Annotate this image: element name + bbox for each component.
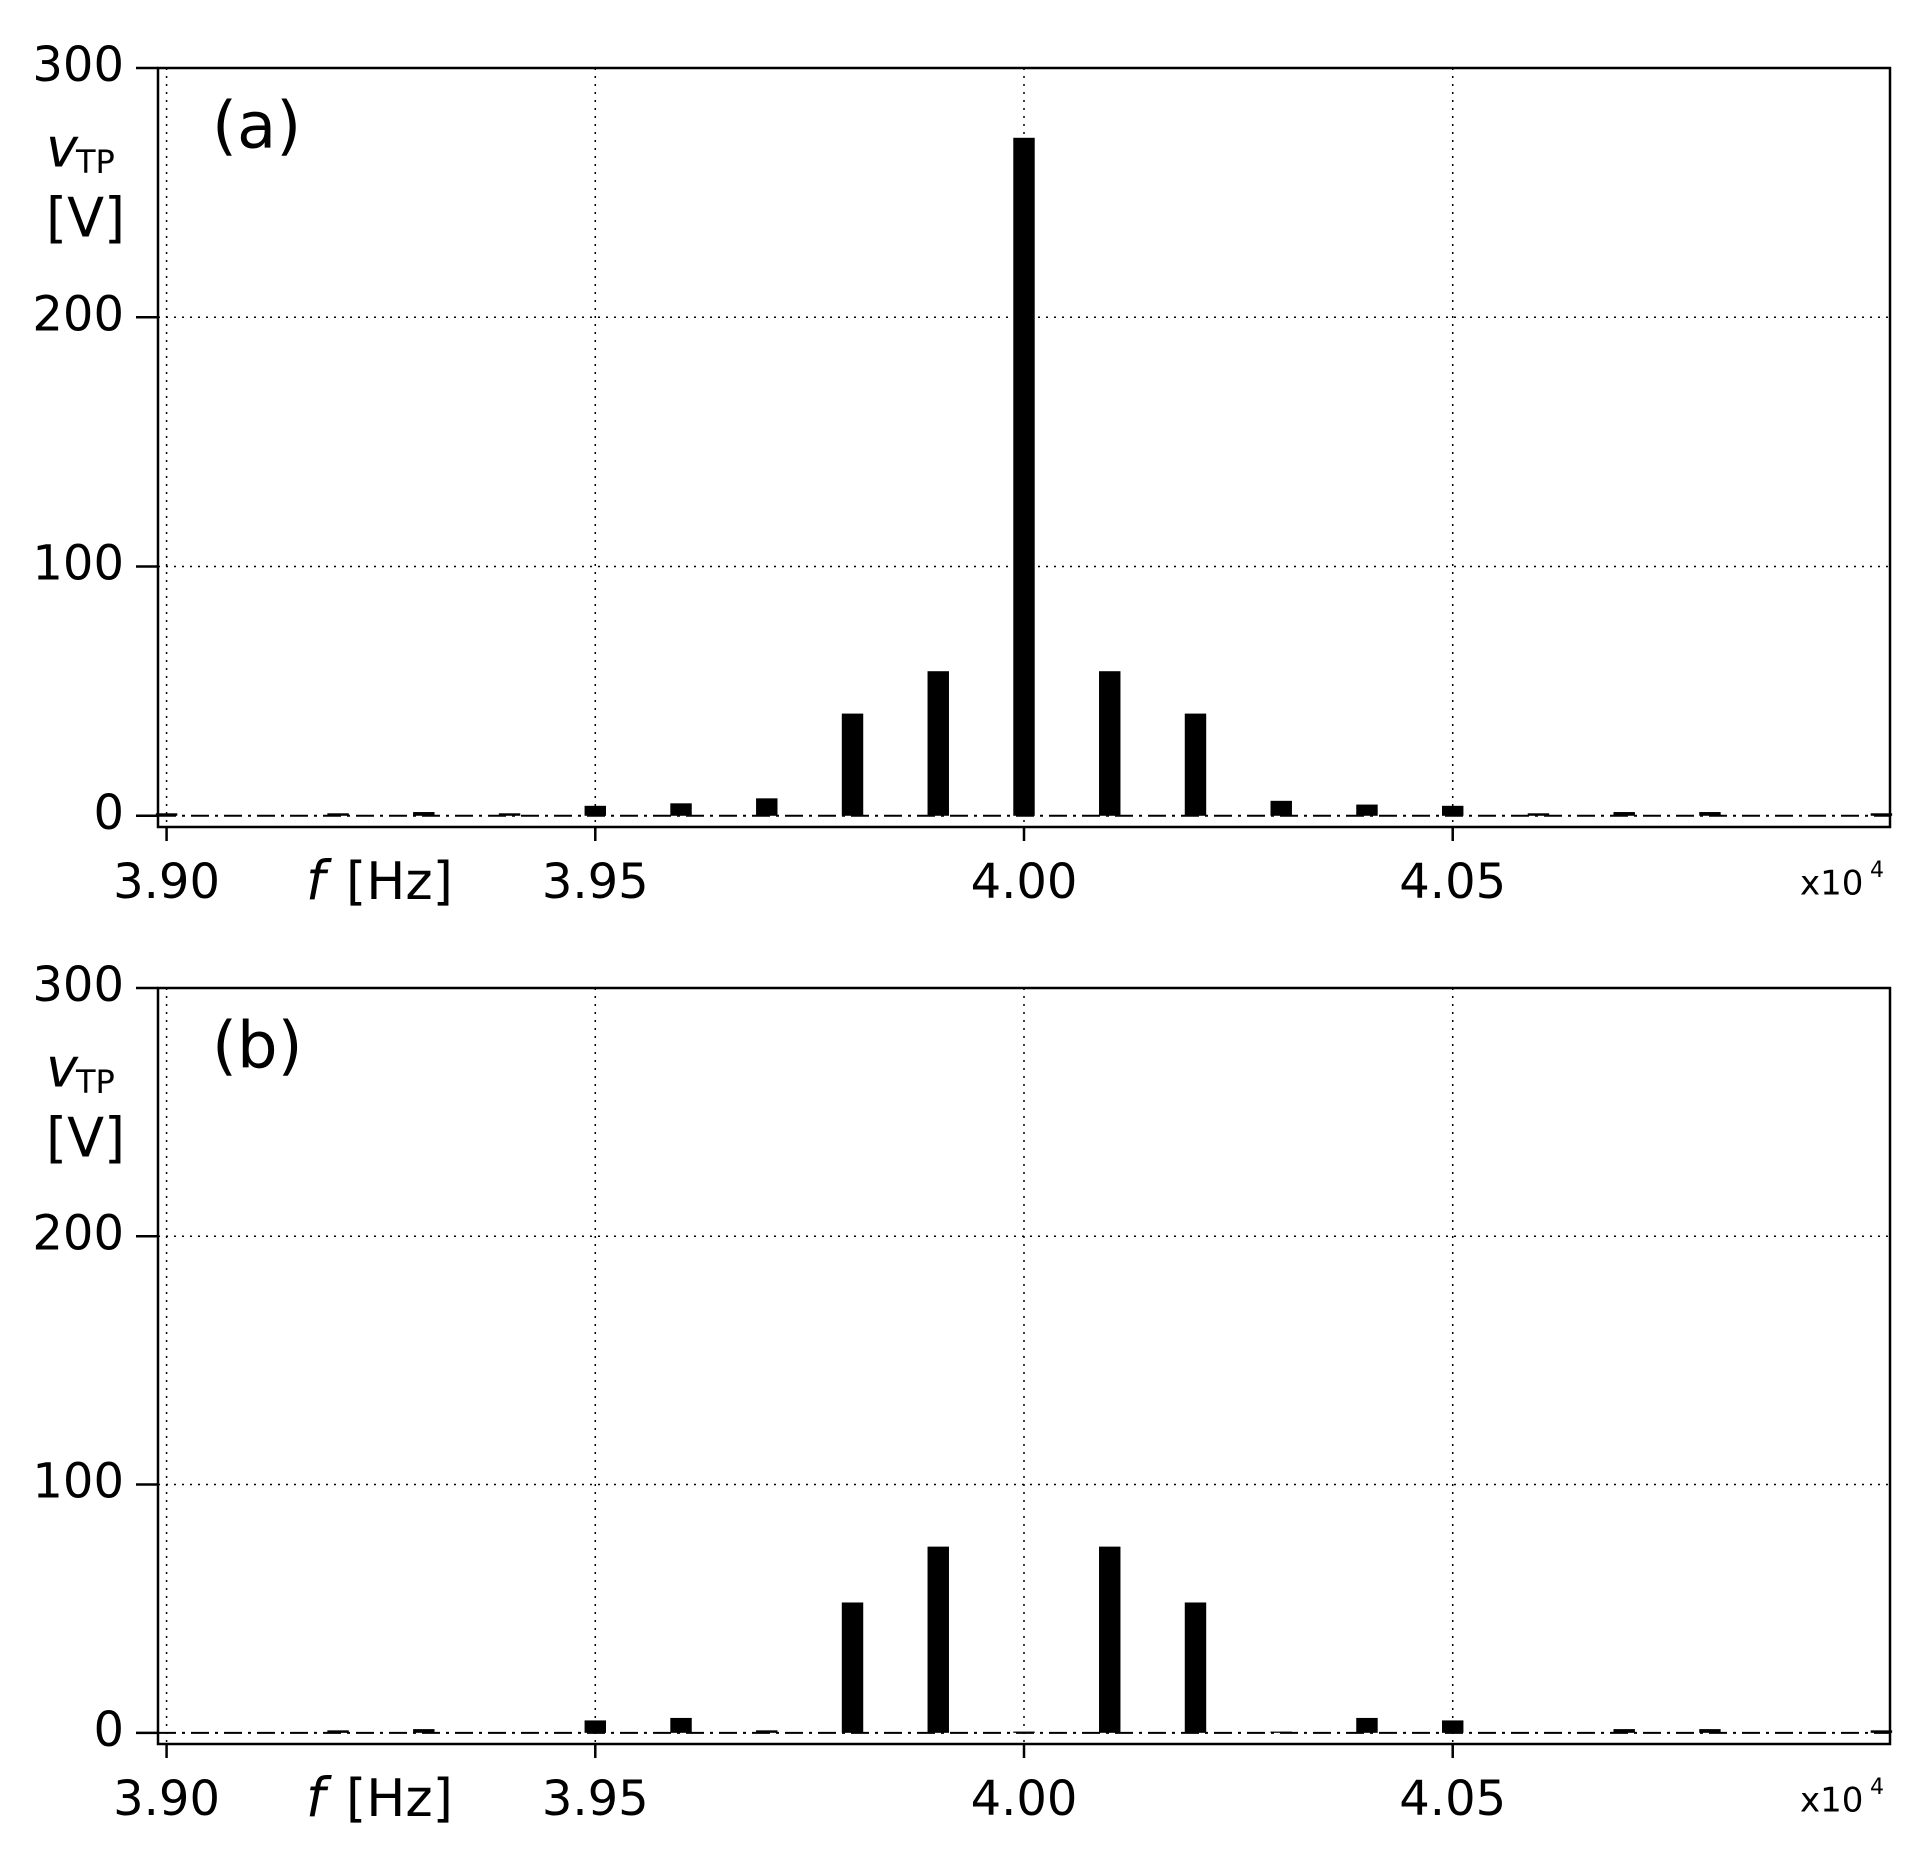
- bar: [1270, 800, 1292, 816]
- bar: [327, 813, 349, 816]
- y-tick-label: 300: [32, 957, 124, 1013]
- y-tick-label: 100: [32, 1454, 124, 1510]
- x-multiplier: x10: [1800, 864, 1863, 904]
- y-tick-label: 300: [32, 37, 124, 93]
- x-tick-label: 3.95: [542, 1771, 649, 1827]
- bar: [756, 798, 778, 816]
- x-tick-label: 4.00: [971, 854, 1078, 910]
- y-label-sub: TP: [75, 1063, 115, 1101]
- bar: [1356, 1717, 1378, 1733]
- bar: [498, 813, 521, 816]
- bar: [584, 1720, 607, 1733]
- y-tick-label: 200: [32, 286, 124, 342]
- x-tick-label: 4.05: [1399, 1771, 1506, 1827]
- bar: [1613, 1729, 1635, 1733]
- bar: [1099, 1546, 1121, 1733]
- y-tick-label: 0: [93, 1702, 124, 1758]
- y-label-sub: TP: [75, 143, 115, 181]
- x-label: f: [306, 850, 332, 913]
- bar: [756, 1730, 778, 1733]
- x-tick-label: 4.00: [971, 1771, 1078, 1827]
- x-label-unit: [Hz]: [346, 852, 453, 912]
- bar: [584, 805, 607, 816]
- bar: [155, 813, 178, 816]
- x-tick-label: 4.05: [1399, 854, 1506, 910]
- bar: [1013, 137, 1035, 816]
- bar: [841, 713, 864, 816]
- bar: [1870, 813, 1893, 816]
- bar: [1184, 713, 1207, 816]
- bar: [1441, 1720, 1464, 1733]
- bar: [413, 812, 435, 816]
- bar: [927, 1546, 949, 1733]
- bar: [1699, 1729, 1721, 1733]
- bar: [1099, 671, 1121, 816]
- y-tick-label: 0: [93, 785, 124, 841]
- plot-frame: [156, 986, 1892, 1746]
- x-multiplier-exp: 4: [1870, 1775, 1884, 1800]
- bar: [1184, 1602, 1207, 1733]
- y-tick-label: 200: [32, 1205, 124, 1261]
- x-label: f: [306, 1767, 332, 1830]
- bar: [1870, 1730, 1893, 1733]
- bar: [841, 1602, 864, 1733]
- y-tick-label: 100: [32, 536, 124, 592]
- bar: [1699, 812, 1721, 816]
- bar: [927, 671, 949, 816]
- bar: [1613, 812, 1635, 816]
- bar: [1527, 813, 1550, 816]
- bar: [327, 1730, 349, 1733]
- bar: [1013, 1731, 1035, 1733]
- panel-label: (b): [212, 1010, 303, 1084]
- y-label-unit: [V]: [46, 187, 125, 250]
- bar: [670, 803, 692, 816]
- bar: [670, 1717, 692, 1733]
- x-tick-label: 3.95: [542, 854, 649, 910]
- bar: [1356, 804, 1378, 816]
- y-label: v: [46, 117, 79, 180]
- x-tick-label: 3.90: [113, 854, 220, 910]
- x-tick-label: 3.90: [113, 1771, 220, 1827]
- x-multiplier-exp: 4: [1870, 858, 1884, 883]
- y-label: v: [46, 1037, 79, 1100]
- x-multiplier: x10: [1800, 1781, 1863, 1821]
- y-label-unit: [V]: [46, 1107, 125, 1170]
- bar: [1270, 1731, 1292, 1733]
- bar: [1441, 805, 1464, 816]
- plot-frame: [156, 66, 1892, 829]
- bar: [413, 1729, 435, 1733]
- x-label-unit: [Hz]: [346, 1769, 453, 1829]
- panel-label: (a): [212, 90, 301, 164]
